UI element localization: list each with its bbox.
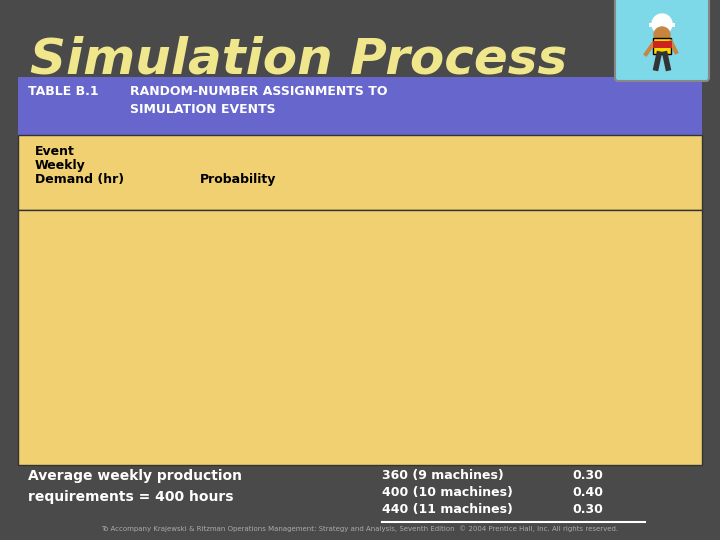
Text: Demand (hr): Demand (hr) <box>35 173 124 186</box>
Text: 0.40: 0.40 <box>572 486 603 499</box>
Text: Average weekly production
requirements = 400 hours: Average weekly production requirements =… <box>28 469 242 504</box>
Text: Weekly: Weekly <box>35 159 86 172</box>
Text: 400 (10 machines): 400 (10 machines) <box>382 486 513 499</box>
Bar <box>18 210 702 465</box>
Text: Probability: Probability <box>200 173 276 186</box>
Text: Simulation Process: Simulation Process <box>30 35 567 83</box>
FancyBboxPatch shape <box>653 38 671 54</box>
FancyBboxPatch shape <box>615 0 709 81</box>
Bar <box>18 77 702 135</box>
Text: To Accompany Krajewski & Ritzman Operations Management: Strategy and Analysis, S: To Accompany Krajewski & Ritzman Operati… <box>102 525 618 532</box>
Text: Event: Event <box>35 145 75 158</box>
Text: 360 (9 machines): 360 (9 machines) <box>382 469 504 482</box>
Bar <box>649 23 675 27</box>
Text: TABLE B.1: TABLE B.1 <box>28 85 99 98</box>
Bar <box>18 135 702 210</box>
Circle shape <box>654 27 670 43</box>
Text: 0.30: 0.30 <box>572 503 603 516</box>
Text: RANDOM-NUMBER ASSIGNMENTS TO
SIMULATION EVENTS: RANDOM-NUMBER ASSIGNMENTS TO SIMULATION … <box>130 85 387 116</box>
Text: 0.30: 0.30 <box>572 469 603 482</box>
Text: 440 (11 machines): 440 (11 machines) <box>382 503 513 516</box>
Circle shape <box>652 14 672 34</box>
